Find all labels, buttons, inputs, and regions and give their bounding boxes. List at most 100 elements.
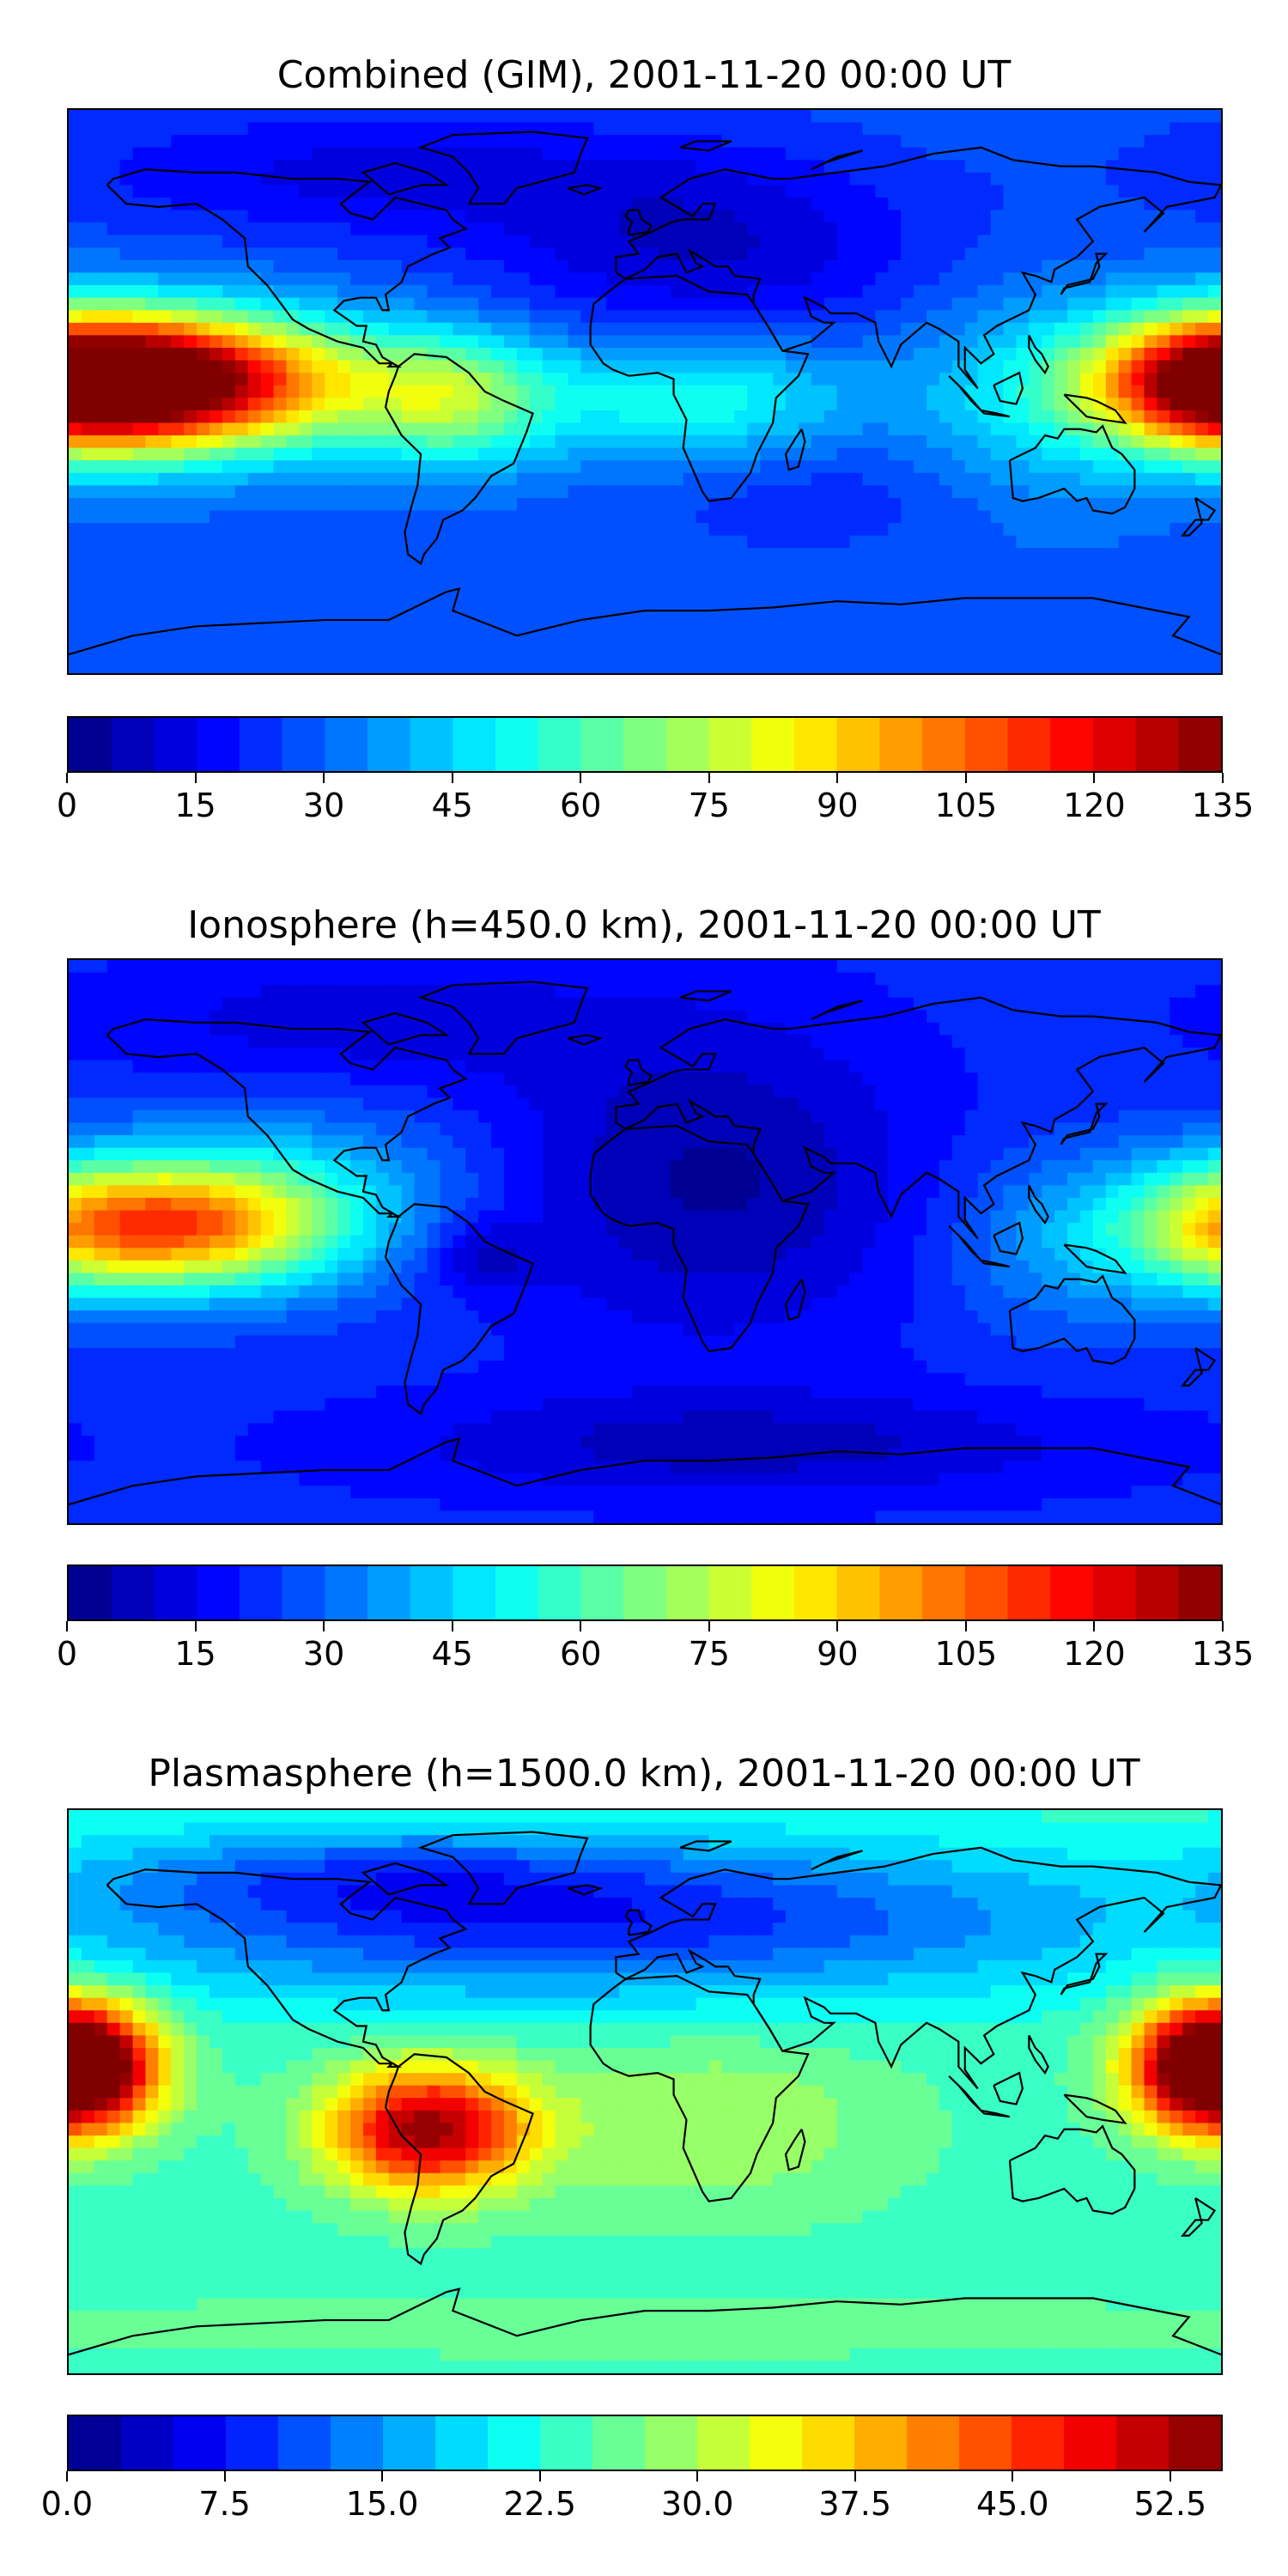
heatmap-cell <box>798 460 812 474</box>
heatmap-cell <box>69 197 83 211</box>
heatmap-cell <box>1195 647 1210 662</box>
heatmap-cell <box>81 1260 95 1274</box>
heatmap-cell <box>1092 210 1107 224</box>
heatmap-cell <box>849 297 864 312</box>
heatmap-cell <box>696 322 710 337</box>
heatmap-cell <box>210 972 224 987</box>
heatmap-cell <box>1131 422 1145 437</box>
heatmap-cell <box>375 234 390 249</box>
heatmap-cell <box>914 122 928 137</box>
heatmap-cell <box>1182 385 1197 399</box>
heatmap-cell <box>529 322 544 337</box>
heatmap-cell <box>273 1385 288 1400</box>
heatmap-cell <box>555 222 569 236</box>
heatmap-cell <box>939 472 953 487</box>
heatmap-cell <box>94 485 108 500</box>
heatmap-cell <box>81 1072 95 1086</box>
heatmap-cell <box>94 497 108 512</box>
heatmap-cell <box>875 523 890 537</box>
heatmap-cell <box>119 1435 134 1449</box>
heatmap-cell <box>555 598 569 612</box>
heatmap-cell <box>260 460 275 474</box>
heatmap-cell <box>721 623 736 637</box>
heatmap-cell <box>94 1097 108 1112</box>
heatmap-cell <box>69 1147 83 1162</box>
heatmap-cell <box>119 1410 134 1425</box>
panel-2-map <box>67 958 1223 1525</box>
heatmap-cell <box>1144 535 1158 550</box>
heatmap-cell <box>1092 147 1107 161</box>
heatmap-cell <box>1118 297 1133 312</box>
heatmap-cell <box>747 247 762 262</box>
panel-2-title: Ionosphere (h=450.0 km), 2001-11-20 00:0… <box>187 903 1101 947</box>
heatmap-cell <box>337 472 352 487</box>
heatmap-cell <box>273 347 288 361</box>
heatmap-cell <box>811 611 825 624</box>
heatmap-cell <box>670 485 684 500</box>
heatmap-cell <box>106 210 121 224</box>
heatmap-cell <box>1105 210 1120 224</box>
heatmap-cell <box>158 385 173 399</box>
heatmap-cell <box>786 647 800 662</box>
heatmap-cell <box>94 160 108 173</box>
heatmap-cell <box>69 1235 83 1249</box>
heatmap-cell <box>453 422 467 437</box>
heatmap-cell <box>773 510 787 525</box>
heatmap-cell <box>836 548 851 562</box>
heatmap-cell <box>247 1423 262 1437</box>
heatmap-cell <box>901 523 915 537</box>
heatmap-cell <box>1131 647 1145 662</box>
heatmap-cell <box>171 573 185 587</box>
heatmap-cell <box>516 510 531 525</box>
heatmap-cell <box>927 160 941 173</box>
heatmap-cell <box>81 335 95 349</box>
heatmap-cell <box>260 1072 275 1086</box>
heatmap-cell <box>210 172 224 186</box>
heatmap-cell <box>1208 398 1221 411</box>
heatmap-cell <box>106 1335 121 1350</box>
heatmap-cell <box>197 234 211 249</box>
heatmap-cell <box>836 485 851 500</box>
heatmap-cell <box>670 422 684 437</box>
heatmap-cell <box>234 1435 249 1449</box>
heatmap-cell <box>299 997 313 1012</box>
heatmap-cell <box>901 310 915 324</box>
heatmap-cell <box>1105 573 1120 587</box>
heatmap-cell <box>568 510 582 525</box>
heatmap-cell <box>1144 635 1158 649</box>
heatmap-cell <box>197 1122 211 1137</box>
heatmap-cell <box>132 985 147 999</box>
heatmap-cell <box>516 122 531 137</box>
heatmap-cell <box>337 297 352 312</box>
heatmap-cell <box>94 135 108 149</box>
heatmap-cell <box>222 1084 236 1099</box>
heatmap-cell <box>299 960 313 974</box>
heatmap-cell <box>1144 447 1158 462</box>
heatmap-cell <box>593 147 608 161</box>
heatmap-cell <box>478 210 493 224</box>
heatmap-cell <box>964 560 979 574</box>
heatmap-cell <box>197 1335 211 1350</box>
heatmap-cell <box>516 635 531 649</box>
heatmap-cell <box>1157 585 1171 599</box>
heatmap-cell <box>325 535 339 550</box>
heatmap-cell <box>708 234 723 249</box>
heatmap-cell <box>1157 485 1171 500</box>
heatmap-cell <box>862 422 877 437</box>
heatmap-cell <box>1195 185 1210 199</box>
heatmap-cell <box>106 1060 121 1074</box>
heatmap-cell <box>69 523 83 537</box>
heatmap-cell <box>401 135 416 149</box>
heatmap-cell <box>184 960 198 974</box>
heatmap-cell <box>106 1048 121 1061</box>
heatmap-cell <box>1131 259 1145 274</box>
heatmap-cell <box>555 272 569 287</box>
heatmap-cell <box>542 398 556 411</box>
heatmap-cell <box>875 573 890 587</box>
heatmap-cell <box>197 147 211 161</box>
heatmap-cell <box>234 485 249 500</box>
heatmap-cell <box>132 1210 147 1224</box>
heatmap-cell <box>1182 160 1197 173</box>
heatmap-cell <box>478 160 493 173</box>
heatmap-cell <box>94 1210 108 1224</box>
